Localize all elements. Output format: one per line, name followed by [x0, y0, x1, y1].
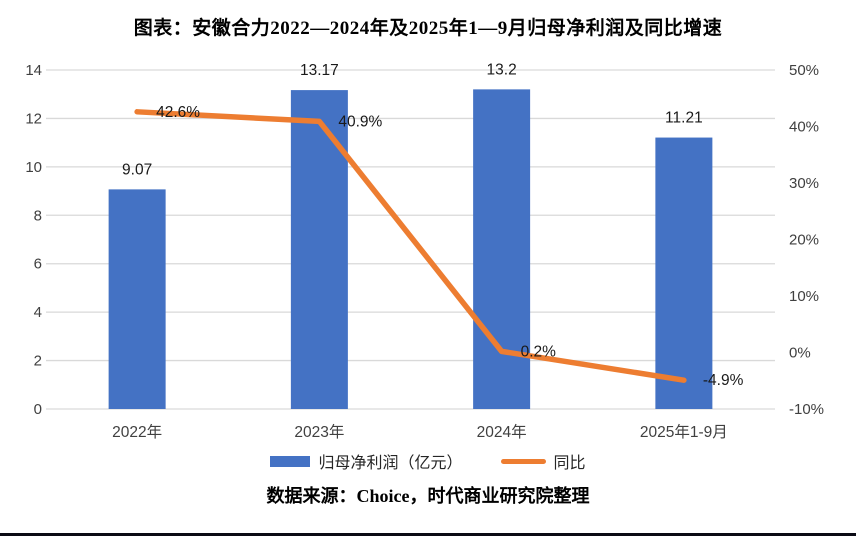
bar: [655, 137, 713, 409]
right-axis-tick-label: 30%: [789, 175, 819, 192]
left-axis-tick-label: 14: [25, 62, 42, 79]
bar-series-swatch-icon: [270, 455, 311, 467]
bar-value-label: 9.07: [122, 161, 152, 178]
line-value-label: -4.9%: [703, 372, 744, 389]
data-source-note: 数据来源：Choice，时代商业研究院整理: [266, 486, 590, 506]
x-axis-label: 2022年: [112, 423, 162, 441]
trend-line: [134, 109, 687, 383]
right-axis-tick-label: 50%: [789, 62, 819, 79]
legend-item-net-profit: 归母净利润（亿元）: [270, 449, 463, 473]
bar-value-label: 13.2: [487, 61, 517, 78]
bar-value-label: 11.21: [665, 110, 703, 127]
left-axis-tick-label: 12: [25, 110, 42, 127]
bottom-divider: [0, 533, 856, 536]
chart-title: 图表：安徽合力2022—2024年及2025年1—9月归母净利润及同比增速: [133, 18, 723, 39]
x-axis-label: 2024年: [477, 423, 527, 441]
bar-value-label: 13.17: [300, 62, 339, 79]
bar-series-label: 归母净利润（亿元）: [318, 455, 463, 472]
right-axis-tick-label: -10%: [789, 401, 824, 418]
line-value-label: 40.9%: [338, 113, 382, 130]
left-axis-tick-label: 4: [34, 304, 42, 321]
left-axis-tick-label: 8: [34, 207, 42, 224]
line-series-label: 同比: [553, 455, 586, 472]
line-series-swatch-icon: [500, 458, 546, 464]
bar: [108, 189, 166, 409]
left-axis-tick-label: 10: [25, 159, 42, 176]
bar: [473, 89, 531, 409]
x-axis-label: 2025年1-9月: [640, 423, 728, 441]
left-axis-tick-label: 6: [34, 256, 42, 273]
legend-item-yoy: 同比: [500, 449, 586, 473]
chart-legend: 归母净利润（亿元） 同比: [0, 449, 856, 473]
line-value-label: 0.2%: [521, 343, 557, 360]
right-axis-tick-label: 0%: [789, 345, 811, 362]
x-axis-label: 2023年: [294, 423, 344, 441]
right-axis-tick-label: 40%: [789, 119, 819, 136]
line-value-label: 42.6%: [156, 104, 200, 121]
left-axis-tick-label: 2: [34, 353, 42, 370]
bar: [290, 90, 348, 410]
right-axis-tick-label: 20%: [789, 232, 819, 249]
right-axis-tick-label: 10%: [789, 288, 819, 305]
left-axis-tick-label: 0: [34, 401, 42, 418]
